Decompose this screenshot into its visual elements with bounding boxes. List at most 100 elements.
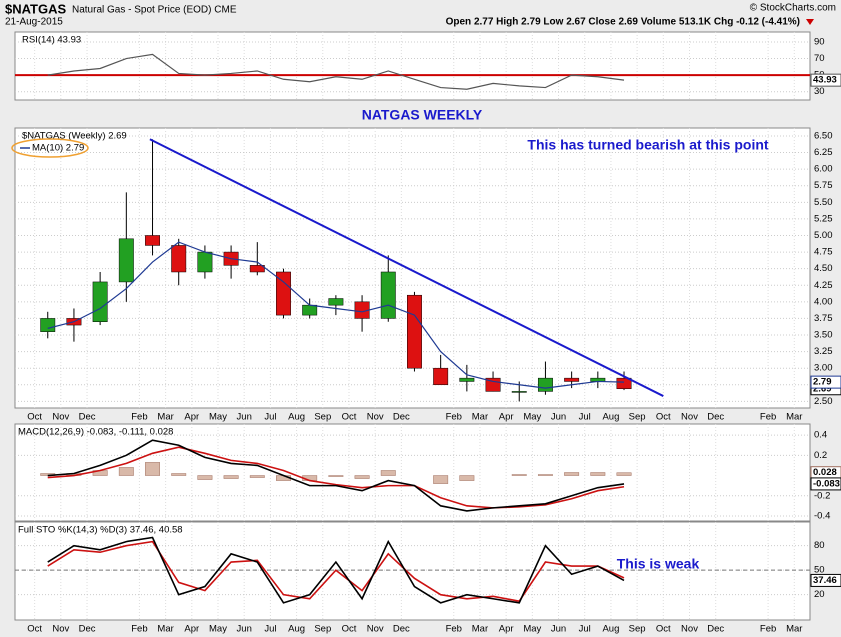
- y-tick-label: 30: [814, 86, 825, 97]
- y-tick-label: 70: [814, 53, 825, 64]
- candle-body: [433, 367, 449, 386]
- candle-body: [40, 318, 56, 332]
- x-tick-label: Oct: [342, 412, 357, 423]
- end-label-box: [810, 73, 841, 87]
- histogram-bar: [118, 467, 134, 476]
- x-tick-label: Nov: [52, 412, 69, 423]
- quote: Open 2.77 High 2.79 Low 2.67 Close 2.69 …: [446, 17, 800, 28]
- panel-title: MACD(12,26,9) -0.083, -0.111, 0.028: [18, 427, 173, 438]
- x-tick-label: Dec: [79, 624, 96, 635]
- x-tick-label: Nov: [681, 412, 698, 423]
- x-tick-label: Oct: [27, 412, 42, 423]
- candle-body: [171, 245, 187, 273]
- y-tick-label: 20: [814, 589, 825, 600]
- heading: NATGAS WEEKLY: [362, 107, 483, 123]
- histogram-bar: [171, 473, 187, 476]
- y-tick-label: 5.25: [814, 213, 833, 224]
- x-tick-label: Mar: [786, 624, 802, 635]
- x-tick-label: Feb: [446, 624, 462, 635]
- x-tick-label: Feb: [131, 624, 147, 635]
- x-tick-label: Oct: [656, 412, 671, 423]
- y-tick-label: 50: [814, 565, 825, 576]
- series-line: [47, 241, 625, 389]
- series-line: [47, 536, 625, 604]
- end-label: 0.028: [813, 467, 837, 478]
- x-tick-label: Sep: [629, 412, 646, 423]
- series-line: [47, 439, 625, 512]
- sto-note: This is weak: [617, 556, 700, 572]
- y-tick-label: 6.50: [814, 130, 833, 141]
- x-tick-label: Jun: [551, 624, 566, 635]
- x-tick-label: Sep: [314, 624, 331, 635]
- series-line: [47, 446, 625, 509]
- histogram-bar: [616, 472, 632, 476]
- candle-body: [302, 304, 318, 316]
- panels: 30507090RSI(14) 43.9343.93OctNovDec2014F…: [14, 31, 841, 635]
- y-tick-label: 4.00: [814, 296, 833, 307]
- legend-label: MA(10) 2.79: [32, 143, 84, 154]
- x-tick-label: Apr: [499, 412, 514, 423]
- down-arrow: [806, 19, 814, 25]
- candle-body: [616, 377, 632, 390]
- price-note: This has turned bearish at this point: [527, 137, 768, 153]
- y-tick-label: 0.2: [814, 450, 827, 461]
- x-tick-label: Feb: [760, 624, 776, 635]
- y-tick-label: 6.25: [814, 147, 833, 158]
- x-tick-label: Oct: [342, 624, 357, 635]
- x-tick-label: May: [209, 412, 227, 423]
- histogram-bar: [380, 470, 396, 476]
- candle-body: [380, 271, 396, 319]
- x-tick-label: Sep: [314, 412, 331, 423]
- x-tick-label: Jul: [579, 412, 591, 423]
- end-label: 2.69: [813, 383, 832, 394]
- x-tick-label: May: [209, 624, 227, 635]
- x-tick-label: Nov: [681, 624, 698, 635]
- end-label: 43.93: [813, 75, 837, 86]
- x-tick-label: Apr: [184, 624, 199, 635]
- end-label: 2.79: [813, 377, 832, 388]
- candle-body: [249, 265, 265, 273]
- x-tick-label: Aug: [288, 412, 305, 423]
- histogram-bar: [511, 474, 527, 476]
- credit: © StockCharts.com: [750, 3, 836, 14]
- x-tick-label: Jul: [579, 624, 591, 635]
- x-tick-label: Sep: [629, 624, 646, 635]
- x-tick-label: Apr: [499, 624, 514, 635]
- x-tick-label: Nov: [52, 624, 69, 635]
- x-tick-label: Aug: [602, 412, 619, 423]
- histogram-bar: [354, 475, 370, 479]
- y-tick-label: 90: [814, 36, 825, 47]
- x-tick-label: Apr: [184, 412, 199, 423]
- legend-label: RSI(14) 43.93: [22, 35, 81, 46]
- y-tick-label: -0.2: [814, 490, 830, 501]
- legend-label: $NATGAS (Weekly) 2.69: [22, 131, 127, 142]
- y-tick-label: 3.00: [814, 363, 833, 374]
- x-tick-label: Mar: [157, 412, 173, 423]
- highlight-ellipse: [11, 138, 89, 158]
- candle-body: [145, 235, 160, 246]
- x-tick-label: Feb: [446, 412, 462, 423]
- y-tick-label: 5.00: [814, 230, 833, 241]
- x-tick-label: Nov: [367, 412, 384, 423]
- y-tick-label: 4.75: [814, 247, 833, 258]
- y-tick-label: 3.50: [814, 330, 833, 341]
- x-tick-label: Feb: [760, 412, 776, 423]
- histogram-bar: [537, 474, 553, 476]
- end-label-box: [810, 375, 841, 389]
- x-tick-label: Dec: [707, 624, 724, 635]
- x-tick-label: Nov: [367, 624, 384, 635]
- candle-body: [118, 238, 134, 283]
- x-tick-label: Aug: [288, 624, 305, 635]
- histogram-bar: [223, 475, 239, 479]
- y-tick-label: 3.75: [814, 313, 833, 324]
- histogram-bar: [590, 472, 606, 476]
- candle-body: [328, 298, 344, 306]
- panel: [14, 423, 811, 522]
- end-label-box: [810, 477, 841, 491]
- panel-title: Full STO %K(14,3) %D(3) 37.46, 40.58: [18, 525, 183, 536]
- x-tick-label: Dec: [707, 412, 724, 423]
- x-tick-label: May: [523, 624, 541, 635]
- end-label: -0.083: [813, 478, 840, 489]
